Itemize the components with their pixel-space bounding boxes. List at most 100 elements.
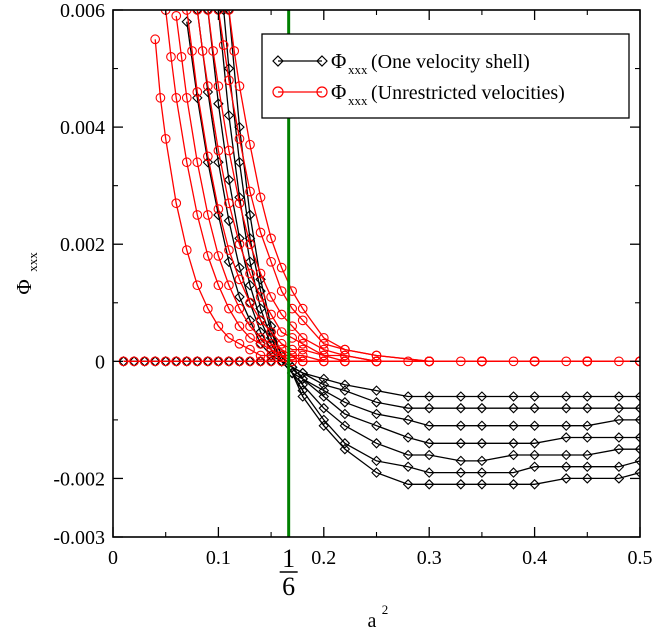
data-point xyxy=(318,344,329,355)
y-tick-label: 0 xyxy=(95,351,105,373)
legend-marker-diamond-left xyxy=(272,55,284,67)
y-tick-label: -0.003 xyxy=(53,527,105,549)
data-point xyxy=(582,473,593,484)
x-tick-label: 0.4 xyxy=(522,547,547,569)
data-point xyxy=(192,356,203,367)
data-point xyxy=(371,408,382,420)
data-point xyxy=(224,245,234,255)
data-point xyxy=(202,156,214,168)
data-point xyxy=(371,438,382,449)
data-point xyxy=(582,391,593,402)
series-layer xyxy=(118,10,640,490)
x-tick-label: 0.2 xyxy=(311,547,336,569)
data-point xyxy=(634,391,640,402)
data-point xyxy=(297,373,308,385)
data-point xyxy=(255,333,266,343)
data-point xyxy=(318,391,330,402)
data-point xyxy=(424,356,435,367)
data-point xyxy=(371,420,382,432)
data-point xyxy=(276,327,287,337)
data-point xyxy=(455,479,467,490)
data-point xyxy=(560,432,572,443)
special-x-tick-label: 1 6 xyxy=(279,544,298,601)
legend-subscript-0: xxx xyxy=(348,62,368,77)
data-point xyxy=(455,391,467,402)
data-point xyxy=(176,51,187,62)
data-point xyxy=(234,274,245,285)
data-point xyxy=(318,356,329,367)
data-point xyxy=(402,414,414,426)
data-point xyxy=(181,16,193,27)
data-point xyxy=(339,379,351,391)
data-point xyxy=(171,92,182,103)
data-point xyxy=(634,443,640,455)
data-point xyxy=(339,385,351,396)
data-point xyxy=(402,432,414,443)
data-point xyxy=(203,151,213,162)
data-point xyxy=(171,356,182,367)
data-point xyxy=(508,438,519,449)
data-point xyxy=(192,157,203,168)
data-point xyxy=(245,344,255,355)
data-point xyxy=(402,461,414,473)
data-point xyxy=(476,467,488,478)
legend-subscript-1: xxx xyxy=(348,93,368,108)
legend-box xyxy=(261,33,630,119)
data-point xyxy=(245,268,255,279)
data-point xyxy=(203,10,213,15)
data-point xyxy=(255,338,266,349)
data-point xyxy=(255,303,266,314)
series-line xyxy=(223,10,640,409)
data-point xyxy=(208,46,218,56)
data-point xyxy=(223,63,235,74)
data-point xyxy=(266,233,276,244)
data-point xyxy=(213,145,224,156)
data-point xyxy=(582,402,593,414)
data-point xyxy=(339,438,351,449)
data-point xyxy=(455,438,467,449)
data-point xyxy=(402,402,414,414)
data-point xyxy=(560,420,572,432)
data-point xyxy=(529,356,540,367)
y-tick-label: 0.006 xyxy=(60,0,105,22)
data-point xyxy=(318,379,330,391)
data-point xyxy=(318,385,330,396)
data-point xyxy=(197,46,208,56)
data-point xyxy=(245,139,255,150)
data-point xyxy=(508,449,519,461)
data-point xyxy=(613,443,625,455)
series-line xyxy=(228,10,640,362)
data-point xyxy=(224,333,234,343)
data-point xyxy=(203,210,213,220)
x-axis-label: a 2 xyxy=(368,602,389,632)
data-point xyxy=(560,473,572,484)
data-point xyxy=(234,321,245,332)
data-point xyxy=(455,467,467,478)
data-point xyxy=(213,321,224,332)
data-point xyxy=(276,350,287,361)
data-point xyxy=(455,402,467,414)
data-point xyxy=(529,438,540,449)
data-point xyxy=(476,479,488,490)
data-point xyxy=(297,333,308,343)
data-point xyxy=(423,402,435,414)
data-point xyxy=(371,385,382,396)
data-point xyxy=(582,432,593,443)
data-point xyxy=(255,350,266,361)
data-point xyxy=(318,350,329,361)
data-point xyxy=(508,402,519,414)
data-point xyxy=(339,443,351,455)
data-point xyxy=(213,81,224,91)
data-point xyxy=(224,75,234,86)
data-point xyxy=(192,210,203,220)
data-point xyxy=(202,86,214,98)
data-point xyxy=(213,251,224,261)
data-point xyxy=(297,344,308,355)
y-tick-label: 0.004 xyxy=(60,117,105,139)
data-point xyxy=(371,350,382,361)
data-point xyxy=(476,420,488,432)
data-point xyxy=(244,315,256,326)
data-point xyxy=(582,356,593,367)
data-point xyxy=(245,321,255,332)
